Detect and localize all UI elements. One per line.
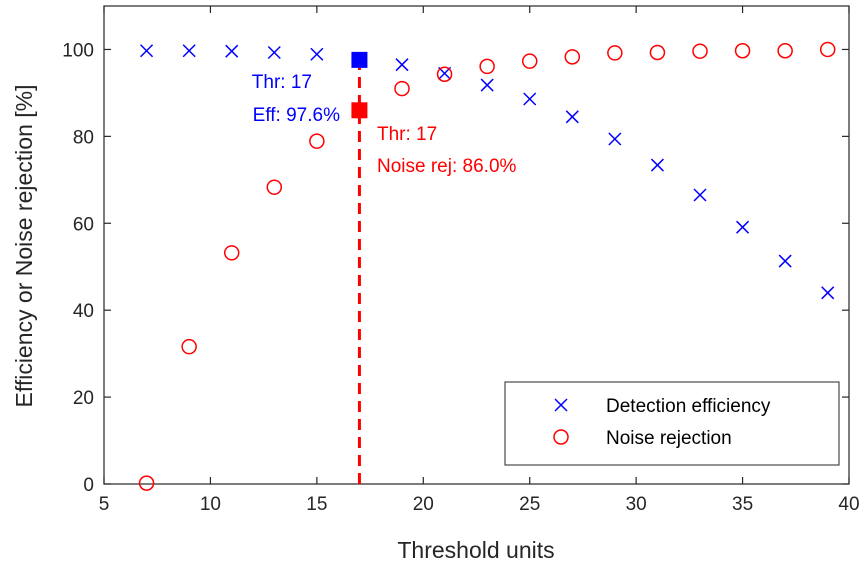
x-tick-label: 5 xyxy=(99,494,110,515)
x-tick-label: 15 xyxy=(306,494,327,515)
noise-rejection-point xyxy=(394,80,410,97)
noise-rejection-point xyxy=(521,53,538,69)
efficiency-point xyxy=(523,92,537,106)
noise-rejection-annotation-line2: Noise rej: 86.0% xyxy=(377,156,517,177)
legend-efficiency-marker xyxy=(554,398,568,412)
efficiency-point xyxy=(182,44,196,58)
efficiency-point xyxy=(736,220,750,234)
noise-rejection-highlight-marker xyxy=(351,102,368,119)
x-tick-label: 10 xyxy=(200,494,221,515)
x-tick-label: 40 xyxy=(838,494,859,515)
efficiency-point xyxy=(480,78,494,92)
efficiency-point xyxy=(225,44,239,58)
noise-rejection-point xyxy=(649,44,666,61)
x-tick-label: 20 xyxy=(413,494,434,515)
y-tick-label: 80 xyxy=(73,127,94,148)
efficiency-annotation-line2: Eff: 97.6% xyxy=(253,105,340,126)
noise-rejection-annotation-line1: Thr: 17 xyxy=(377,124,437,145)
y-tick-label: 60 xyxy=(73,214,94,235)
x-tick-label: 35 xyxy=(732,494,753,515)
efficiency-point xyxy=(693,188,707,202)
efficiency-point xyxy=(821,286,835,300)
x-tick-label: 25 xyxy=(519,494,540,515)
noise-rejection-point xyxy=(223,245,240,261)
noise-rejection-point xyxy=(479,58,495,75)
efficiency-point xyxy=(778,254,792,268)
plot-area: 5 10 15 20 25 30 35 40 0 20 40 60 80 100 Thr: 17 Eff: 9… xyxy=(62,5,860,515)
noise-rejection-point xyxy=(436,66,453,82)
x-tick-label: 30 xyxy=(626,494,647,515)
noise-rejection-point xyxy=(181,338,197,355)
efficiency-point xyxy=(310,47,324,61)
efficiency-point xyxy=(565,110,579,124)
noise-rejection-point xyxy=(734,43,751,59)
x-axis-title: Threshold units xyxy=(397,537,554,563)
y-axis-title: Efficiency or Noise rejection [%] xyxy=(11,85,37,408)
y-tick-label: 20 xyxy=(73,388,94,409)
noise-rejection-point xyxy=(777,43,793,59)
noise-rejection-point xyxy=(692,43,708,59)
noise-rejection-point xyxy=(607,45,623,61)
noise-rejection-point xyxy=(138,475,155,491)
efficiency-point xyxy=(650,158,664,172)
legend-noise-rejection-marker xyxy=(553,429,569,445)
efficiency-annotation-line1: Thr: 17 xyxy=(252,72,312,93)
legend-efficiency-label: Detection efficiency xyxy=(606,396,771,417)
efficiency-point xyxy=(608,132,622,146)
y-tick-label: 0 xyxy=(83,475,94,496)
legend-noise-rejection-label: Noise rejection xyxy=(606,428,732,449)
efficiency-point xyxy=(140,44,154,58)
efficiency-highlight-marker xyxy=(351,51,368,68)
y-tick-label: 40 xyxy=(73,301,94,322)
efficiency-point xyxy=(395,58,409,72)
y-tick-label: 100 xyxy=(62,40,94,61)
efficiency-point xyxy=(267,45,281,60)
noise-rejection-point xyxy=(564,49,581,65)
noise-rejection-point xyxy=(819,41,836,58)
noise-rejection-point xyxy=(266,179,283,195)
legend-box xyxy=(504,381,840,466)
noise-rejection-point xyxy=(309,133,325,149)
